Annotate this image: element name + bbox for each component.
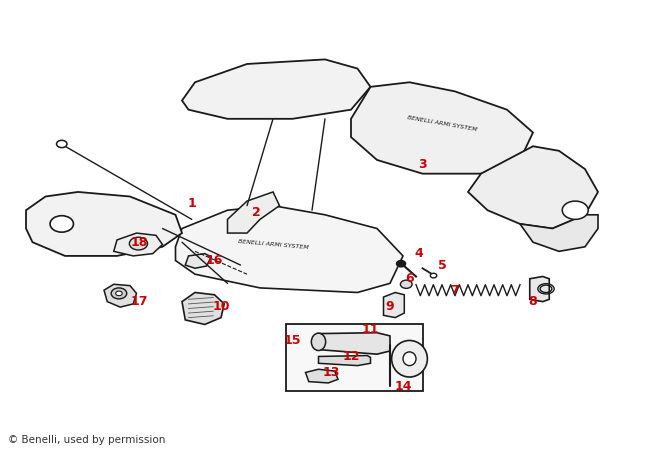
Polygon shape xyxy=(104,284,136,307)
Circle shape xyxy=(562,201,588,219)
Text: 5: 5 xyxy=(437,259,447,271)
Circle shape xyxy=(129,237,148,250)
Text: 17: 17 xyxy=(131,295,148,308)
Polygon shape xyxy=(520,215,598,251)
Text: 11: 11 xyxy=(362,323,379,335)
Circle shape xyxy=(57,140,67,148)
Circle shape xyxy=(50,216,73,232)
Text: 4: 4 xyxy=(415,247,424,260)
Text: 18: 18 xyxy=(131,236,148,249)
Text: 1: 1 xyxy=(187,197,196,210)
Text: 7: 7 xyxy=(450,284,460,297)
Polygon shape xyxy=(468,146,598,228)
Polygon shape xyxy=(26,192,182,256)
Circle shape xyxy=(111,288,127,299)
Text: 15: 15 xyxy=(284,334,301,347)
Text: 6: 6 xyxy=(405,272,414,285)
Polygon shape xyxy=(318,356,370,366)
Ellipse shape xyxy=(311,333,326,351)
Polygon shape xyxy=(351,82,533,174)
Text: 10: 10 xyxy=(213,300,229,313)
Text: 12: 12 xyxy=(343,350,359,363)
Polygon shape xyxy=(176,206,403,292)
Polygon shape xyxy=(182,292,224,324)
Polygon shape xyxy=(185,254,211,268)
Ellipse shape xyxy=(391,340,428,377)
Text: © Benelli, used by permission: © Benelli, used by permission xyxy=(8,435,165,445)
Circle shape xyxy=(116,291,122,296)
Text: 2: 2 xyxy=(252,206,261,219)
Polygon shape xyxy=(318,333,390,354)
Text: 8: 8 xyxy=(528,295,538,308)
Text: BENELLI ARMI SYSTEM: BENELLI ARMI SYSTEM xyxy=(237,239,309,250)
Polygon shape xyxy=(530,276,549,302)
Circle shape xyxy=(396,260,406,267)
Ellipse shape xyxy=(403,352,416,366)
Text: 13: 13 xyxy=(323,366,340,379)
Polygon shape xyxy=(182,59,370,119)
Polygon shape xyxy=(227,192,280,233)
Circle shape xyxy=(400,280,412,288)
Text: 3: 3 xyxy=(418,158,427,171)
Polygon shape xyxy=(306,369,338,383)
Text: BENELLI ARMI SYSTEM: BENELLI ARMI SYSTEM xyxy=(407,115,477,132)
Polygon shape xyxy=(286,324,422,391)
Polygon shape xyxy=(114,233,162,256)
Text: 14: 14 xyxy=(395,380,411,393)
Polygon shape xyxy=(384,292,404,318)
Text: 16: 16 xyxy=(206,254,223,267)
Circle shape xyxy=(430,273,437,278)
Text: 9: 9 xyxy=(385,300,395,313)
